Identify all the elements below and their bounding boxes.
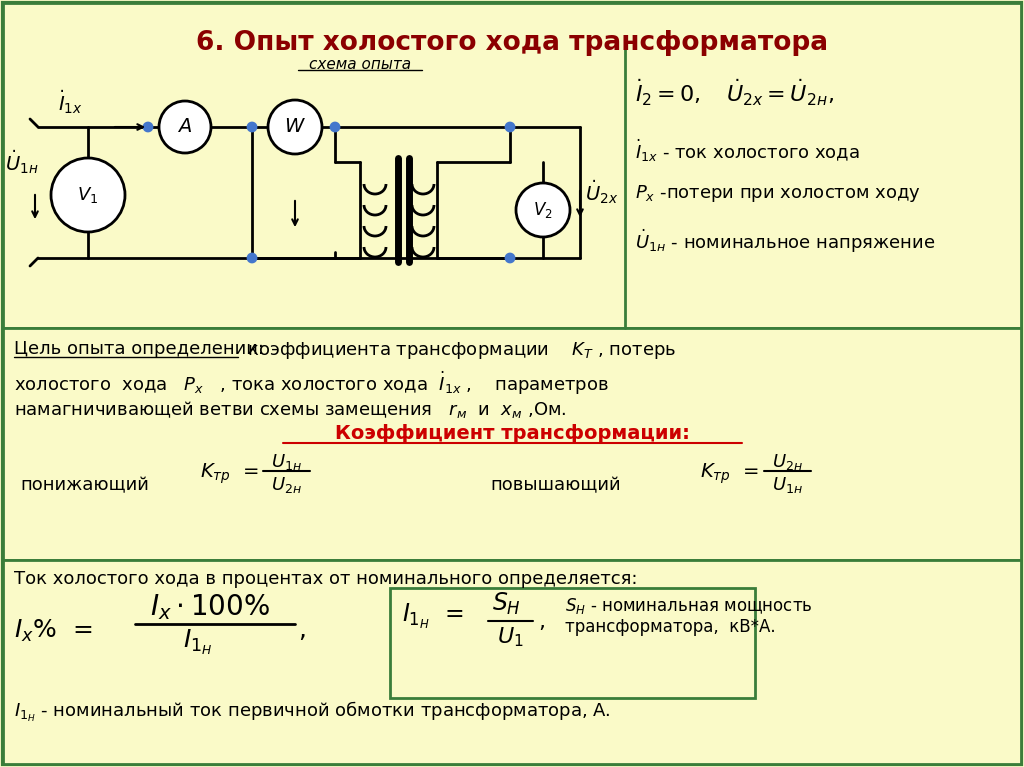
- Text: намагничивающей ветви схемы замещения   $r_м$  и  $x_м$ ,Ом.: намагничивающей ветви схемы замещения $r…: [14, 399, 566, 420]
- Text: схема опыта: схема опыта: [309, 57, 411, 72]
- Circle shape: [144, 123, 152, 131]
- Text: $V_1$: $V_1$: [78, 185, 98, 205]
- Text: $I_x \cdot 100\%$: $I_x \cdot 100\%$: [150, 592, 270, 622]
- Bar: [390, 588, 755, 698]
- Text: $U_{2н}$: $U_{2н}$: [270, 475, 301, 495]
- Text: $I_{1_H}$  =: $I_{1_H}$ =: [402, 602, 464, 631]
- Text: $\dot{I}_2 = 0,$   $\dot{U}_{2x} = \dot{U}_{2н},$: $\dot{I}_2 = 0,$ $\dot{U}_{2x} = \dot{U}…: [635, 77, 834, 107]
- Text: 6. Опыт холостого хода трансформатора: 6. Опыт холостого хода трансформатора: [196, 30, 828, 56]
- Text: $S_H$ - номинальная мощность: $S_H$ - номинальная мощность: [565, 596, 813, 616]
- Text: $I_{x}\%$  =: $I_{x}\%$ =: [14, 618, 92, 644]
- Text: ,: ,: [298, 618, 306, 642]
- Text: коэффициента трансформации    $K_T$ , потерь: коэффициента трансформации $K_T$ , потер…: [242, 340, 676, 361]
- Text: $W$: $W$: [284, 117, 306, 137]
- Text: $V_2$: $V_2$: [534, 200, 553, 220]
- Circle shape: [331, 123, 339, 131]
- Text: $\dot{U}_{2x}$: $\dot{U}_{2x}$: [585, 178, 618, 206]
- Text: Ток холостого хода в процентах от номинального определяется:: Ток холостого хода в процентах от номина…: [14, 570, 638, 588]
- Circle shape: [268, 100, 322, 154]
- Circle shape: [506, 123, 514, 131]
- Text: $\dot{U}_{1н}$: $\dot{U}_{1н}$: [5, 148, 39, 176]
- Text: повышающий: повышающий: [490, 476, 621, 494]
- Text: понижающий: понижающий: [20, 476, 148, 494]
- Text: $\dot{U}_{1н}$ - номинальное напряжение: $\dot{U}_{1н}$ - номинальное напряжение: [635, 228, 935, 255]
- Circle shape: [516, 183, 570, 237]
- Bar: [3, 3, 1021, 328]
- Text: $S_H$: $S_H$: [492, 591, 521, 617]
- Text: $U_{1н}$: $U_{1н}$: [270, 452, 301, 472]
- Bar: [3, 560, 1021, 764]
- Circle shape: [248, 123, 256, 131]
- Text: $U_{1н}$: $U_{1н}$: [771, 475, 803, 495]
- Text: ,: ,: [538, 612, 545, 632]
- Text: $I_{1_H}$: $I_{1_H}$: [183, 628, 213, 657]
- Text: холостого  хода   $P_x$   , тока холостого хода  $\dot{I}_{1x}$ ,    параметров: холостого хода $P_x$ , тока холостого хо…: [14, 370, 609, 397]
- Text: Цель опыта определении:: Цель опыта определении:: [14, 340, 264, 358]
- Text: $K_{тр}$  =: $K_{тр}$ =: [200, 462, 259, 486]
- Text: Коэффициент трансформации:: Коэффициент трансформации:: [335, 424, 689, 443]
- Circle shape: [506, 254, 514, 262]
- Text: $\dot{I}_{1x}$ - ток холостого хода: $\dot{I}_{1x}$ - ток холостого хода: [635, 138, 860, 164]
- Text: $K_{тр}$  =: $K_{тр}$ =: [700, 462, 759, 486]
- Circle shape: [51, 158, 125, 232]
- Text: $I_{1_H}$ - номинальный ток первичной обмотки трансформатора, А.: $I_{1_H}$ - номинальный ток первичной об…: [14, 700, 610, 724]
- Bar: [3, 328, 1021, 560]
- Text: $\dot{I}_{1x}$: $\dot{I}_{1x}$: [58, 88, 83, 116]
- Text: $A$: $A$: [177, 117, 193, 137]
- Text: трансформатора,  кВ*А.: трансформатора, кВ*А.: [565, 618, 775, 636]
- Circle shape: [248, 254, 256, 262]
- Text: $P_x$ -потери при холостом ходу: $P_x$ -потери при холостом ходу: [635, 183, 921, 204]
- Text: $U_{2н}$: $U_{2н}$: [771, 452, 803, 472]
- Circle shape: [159, 101, 211, 153]
- Text: $U_1$: $U_1$: [497, 625, 523, 649]
